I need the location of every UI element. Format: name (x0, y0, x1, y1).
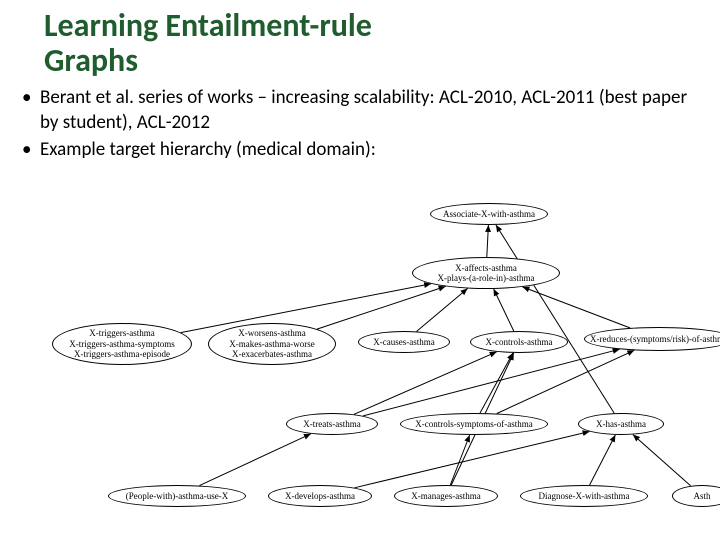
bullet-item: Example target hierarchy (medical domain… (22, 138, 700, 163)
graph-edge (494, 289, 514, 331)
graph-node: Associate-X-with-asthma (430, 203, 548, 225)
graph-edge (417, 289, 468, 332)
graph-node: X-reduces-(symptoms/risk)-of-asthma (584, 327, 720, 351)
slide-title: Learning Entailment-rule Graphs (0, 0, 720, 82)
bullet-list: Berant et al. series of works – increasi… (0, 82, 720, 162)
graph-edge (450, 435, 469, 485)
graph-edge (497, 350, 635, 413)
graph-node: X-affects-asthmaX-plays-(a-role-in)-asth… (412, 257, 560, 289)
graph-node: X-treats-asthma (286, 413, 378, 435)
graph-edge (523, 287, 631, 328)
graph-edge (317, 286, 446, 329)
graph-edge (496, 225, 614, 413)
bullet-item: Berant et al. series of works – increasi… (22, 86, 700, 135)
graph-node: X-controls-asthma (470, 331, 568, 353)
graph-node: X-controls-symptoms-of-asthma (400, 413, 548, 435)
graph-node: (People-with)-asthma-use-X (108, 485, 246, 507)
graph-edge (354, 352, 497, 415)
graph-node: Diagnose-X-with-asthma (520, 485, 648, 507)
graph-edge (590, 435, 616, 485)
graph-node: X-develops-asthma (268, 485, 372, 507)
graph-node: X-triggers-asthmaX-triggers-asthma-sympt… (52, 323, 192, 365)
hierarchy-graph: Associate-X-with-asthma X-affects-asthmaX… (0, 195, 720, 540)
graph-node: X-causes-asthma (358, 331, 450, 353)
graph-node: X-manages-asthma (394, 485, 498, 507)
graph-edge (633, 435, 691, 486)
graph-node: Asth (672, 485, 720, 507)
graph-edge (199, 434, 311, 486)
title-line-1: Learning Entailment-rule (44, 6, 372, 45)
graph-edge (363, 349, 620, 416)
title-line-2: Graphs (44, 41, 138, 80)
graph-node: X-worsens-asthmaX-makes-asthma-worseX-ex… (208, 323, 336, 365)
graph-edge (487, 225, 489, 257)
graph-edge (480, 353, 513, 413)
graph-edge (354, 432, 589, 488)
graph-node: X-has-asthma (578, 413, 664, 435)
